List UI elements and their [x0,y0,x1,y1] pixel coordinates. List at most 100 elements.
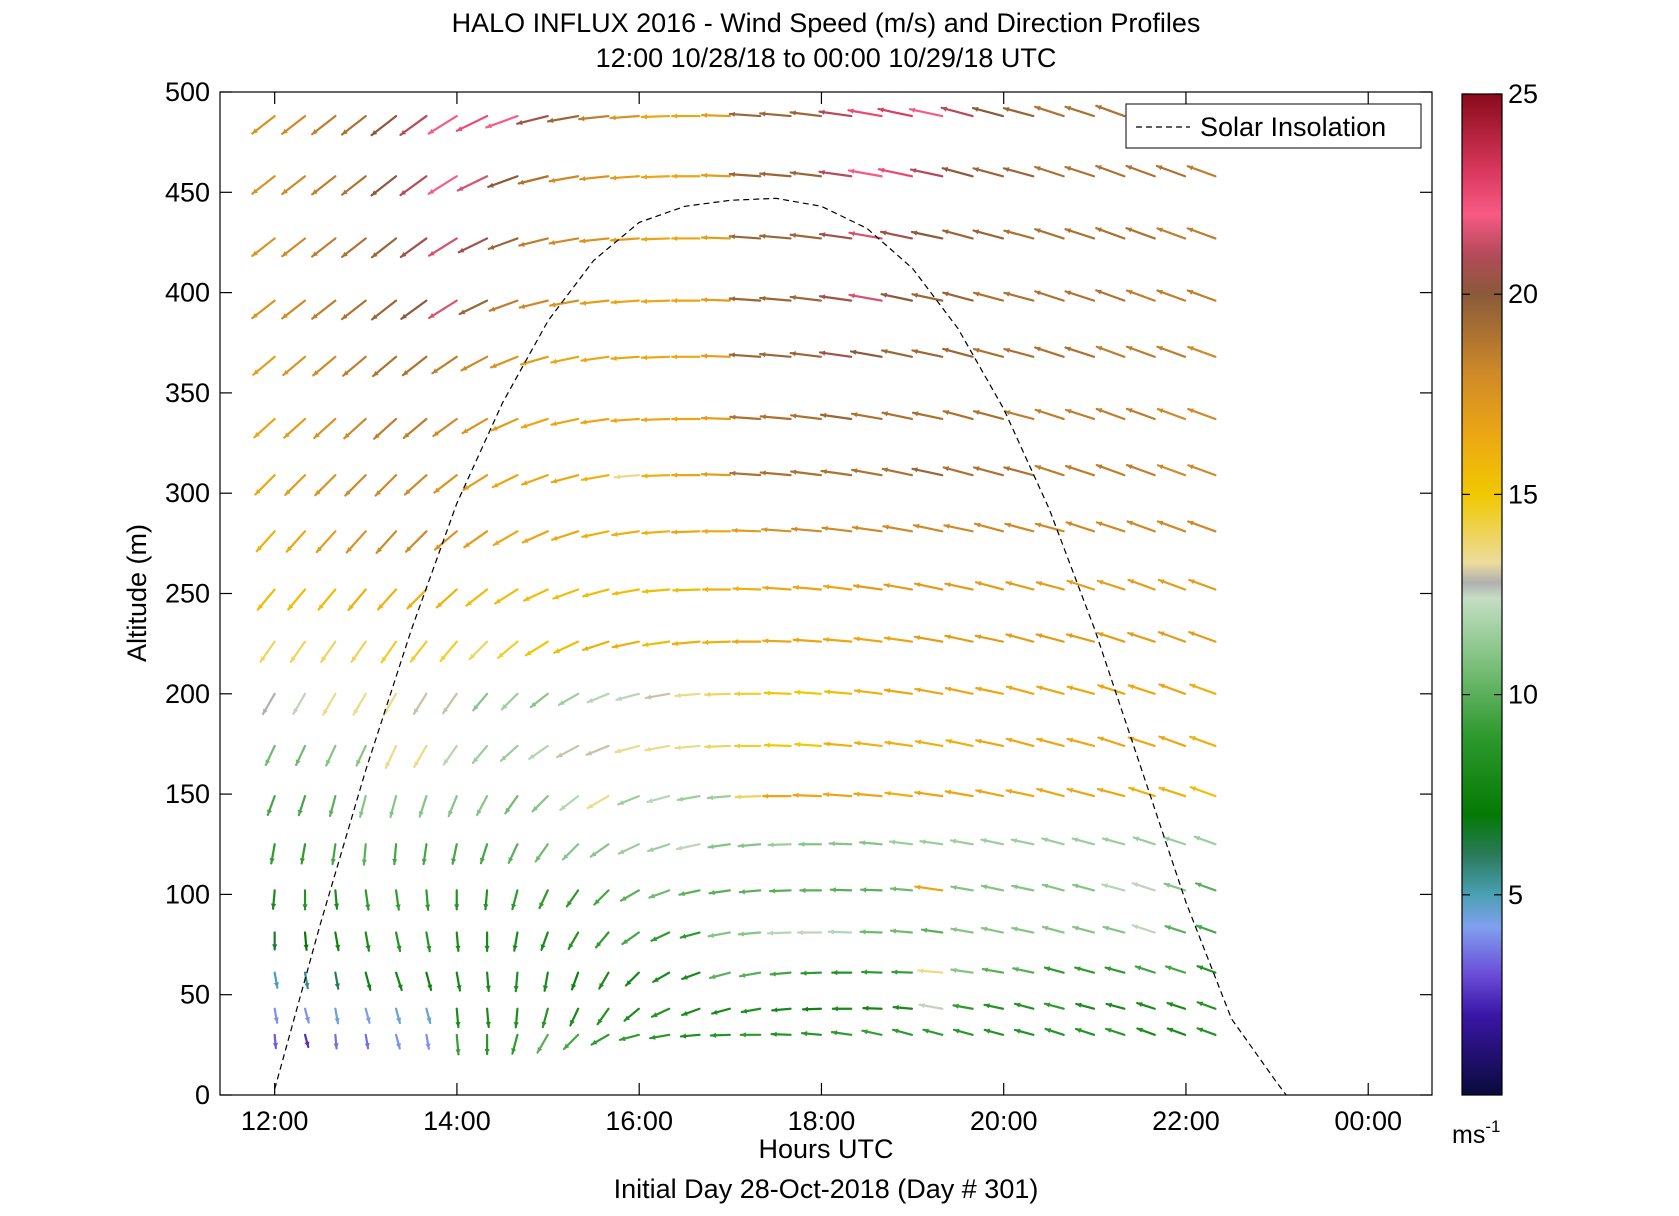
wind-arrow [710,1007,731,1015]
wind-arrow [1011,884,1035,892]
wind-arrow [1003,347,1035,358]
wind-arrow [1187,520,1217,533]
wind-arrow-head [1159,735,1165,741]
wind-arrow-head [944,523,950,529]
wind-arrow-head [365,904,371,910]
wind-arrow-head [862,1029,868,1035]
wind-arrow [768,888,792,894]
wind-arrow-head [1012,884,1018,890]
wind-arrow-head [821,412,827,419]
wind-arrow [334,931,341,952]
wind-arrow [579,299,610,306]
wind-arrow-head [345,490,351,496]
wind-arrow-head [1096,345,1103,351]
wind-arrow-head [395,1043,401,1049]
wind-arrow-head [682,974,688,980]
wind-arrow [529,692,549,709]
wind-arrow [853,740,883,748]
wind-arrow-head [620,1036,626,1042]
wind-arrow [302,889,308,911]
wind-arrow [820,469,853,477]
wind-arrow-head [273,982,280,988]
wind-arrow [884,740,914,748]
wind-arrow [471,744,489,764]
wind-arrow [882,524,914,533]
wind-arrow-head [707,795,714,801]
wind-arrow-head [1004,291,1010,297]
wind-arrow [674,744,701,751]
wind-arrow-head [513,1022,519,1028]
wind-arrow [281,299,307,320]
wind-arrow [289,640,307,663]
wind-arrow-head [342,313,348,320]
wind-arrow-head [530,701,537,708]
wind-arrow [728,111,762,118]
wind-arrow-head [734,691,740,697]
wind-arrow [1187,345,1217,358]
wind-arrow-head [973,106,979,112]
wind-arrow [972,291,1005,302]
wind-arrow [1189,786,1217,798]
wind-arrow [531,795,549,813]
wind-arrow-head [262,708,268,715]
wind-arrow-head [625,980,632,986]
wind-arrow [950,927,974,934]
wind-arrow [427,175,458,195]
wind-arrow-head [372,314,378,320]
wind-arrow [1158,683,1187,695]
wind-arrow-head [672,298,678,304]
wind-arrow [847,108,883,118]
wind-arrow-head [1006,685,1013,691]
wind-arrow-head [580,176,586,182]
wind-arrow [1096,787,1126,798]
wind-arrow [679,931,701,939]
wind-arrow [1136,1027,1156,1036]
wind-arrow-head [425,904,431,910]
wind-arrow-head [1076,1002,1082,1008]
wind-arrow-head [1127,408,1133,414]
wind-arrow-head [1157,227,1163,233]
wind-arrow-shaft [370,114,398,137]
wind-arrow [861,1029,883,1036]
wind-arrow-shaft [789,233,822,240]
wind-arrow [762,793,792,799]
wind-arrow-head [793,792,799,798]
wind-arrow [1034,464,1065,477]
wind-arrow-head [976,738,982,744]
wind-arrow [425,1007,432,1025]
wind-arrow-head [587,803,594,809]
plot-background [220,92,1432,1095]
x-axis-ticks: 12:00 14:00 16:00 18:00 20:00 22:00 00:00 [241,92,1402,1136]
wind-arrow [973,522,1005,533]
wind-arrow [729,470,762,477]
wind-arrow-head [454,904,460,910]
wind-arrow-head [702,235,708,241]
wind-arrow [433,530,458,551]
wind-arrow-head [428,128,435,134]
wind-arrow [847,168,883,178]
wind-arrow-shaft [1002,167,1035,178]
wind-arrow [550,355,580,364]
wind-arrow-head [890,839,896,845]
wind-arrow-head [328,810,334,816]
wind-arrow [859,929,883,935]
wind-arrow-head [729,171,735,178]
wind-arrow [640,114,671,120]
wind-arrow-head [537,1046,543,1053]
wind-arrow [517,175,549,185]
wind-arrow-head [618,800,624,805]
wind-arrow [972,229,1005,240]
wind-arrow-head [772,1007,778,1013]
wind-arrow [1066,579,1096,591]
wind-arrow-head [702,471,708,477]
wind-arrow [1043,1002,1065,1010]
wind-arrow [1012,966,1035,974]
wind-arrow [610,299,640,305]
wind-arrow [1095,289,1126,302]
wind-arrow-head [426,1017,432,1023]
wind-arrow-head [1096,521,1103,527]
wind-arrow [799,887,822,893]
wind-arrow-head [1097,632,1104,638]
wind-arrow [649,1033,671,1040]
wind-arrow-head [1127,520,1134,526]
